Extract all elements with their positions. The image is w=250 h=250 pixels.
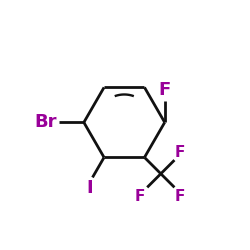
Text: F: F [158,81,171,99]
Text: I: I [86,179,92,197]
Text: Br: Br [34,114,57,132]
Text: F: F [174,189,185,204]
Text: F: F [135,189,145,204]
Text: F: F [174,145,185,160]
